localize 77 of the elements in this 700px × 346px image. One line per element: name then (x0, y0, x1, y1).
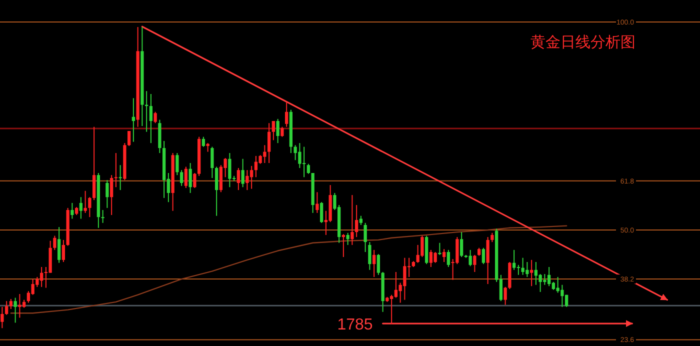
candlestick (390, 294, 394, 324)
candlestick (106, 180, 109, 208)
candlestick (127, 130, 131, 146)
candlestick (486, 236, 490, 285)
candlestick (372, 249, 376, 278)
candlestick (442, 248, 446, 262)
candlestick (354, 204, 358, 238)
candlestick (280, 126, 284, 138)
candlestick (368, 242, 372, 270)
candlestick (132, 98, 136, 142)
candlestick (110, 174, 114, 216)
candlestick (254, 155, 258, 178)
candlestick (154, 111, 157, 124)
candlestick (14, 297, 17, 324)
candlestick (57, 226, 61, 264)
candlestick (284, 101, 288, 128)
candlestick (534, 261, 538, 286)
candlestick (184, 166, 188, 188)
candlestick (118, 164, 122, 191)
candlestick (490, 232, 494, 243)
candlestick (364, 222, 367, 253)
candlestick (53, 235, 56, 250)
candlestick (359, 215, 363, 226)
candlestick (214, 166, 218, 216)
candlestick (482, 247, 486, 265)
candlestick (193, 172, 196, 188)
candlestick (246, 170, 249, 191)
candlestick (547, 266, 551, 287)
candlestick (446, 249, 450, 268)
annotation: 1785 (337, 316, 373, 334)
candlestick (241, 158, 244, 188)
candlestick (70, 202, 74, 220)
candlestick (210, 146, 214, 178)
candlestick (530, 259, 534, 287)
candlestick (180, 170, 184, 186)
candlestick (316, 192, 319, 214)
candlestick (342, 234, 346, 258)
candlestick (350, 194, 354, 246)
candlestick (236, 168, 240, 191)
candlestick (202, 136, 206, 148)
candlestick (40, 266, 44, 288)
candlestick (306, 163, 310, 174)
candlestick (101, 210, 104, 224)
text: 黄金日线分析图 (530, 34, 636, 51)
candlestick (88, 196, 92, 218)
candlestick (516, 264, 520, 276)
candlestick (176, 152, 179, 176)
candlestick (228, 152, 232, 188)
candlestick (92, 126, 96, 201)
candlestick (512, 249, 516, 270)
candlestick (376, 254, 380, 276)
candlestick (188, 162, 192, 194)
candlestick (429, 249, 433, 268)
candlestick (114, 152, 118, 188)
candlestick (276, 118, 280, 144)
candlestick (267, 122, 271, 164)
candlestick (84, 190, 87, 214)
candlestick (564, 294, 568, 308)
candlestick (320, 202, 324, 224)
line-series (10, 225, 568, 314)
candlestick (79, 196, 83, 220)
candlestick (62, 239, 66, 262)
candlestick (9, 298, 13, 310)
candlestick (18, 294, 22, 318)
candlestick (4, 300, 8, 316)
candlestick (394, 271, 398, 298)
candlestick (346, 232, 350, 246)
candlestick (468, 249, 472, 267)
candlestick (272, 120, 276, 141)
candlestick (149, 93, 153, 144)
candlestick (473, 254, 476, 272)
candlestick (250, 165, 254, 190)
candlestick (460, 232, 464, 258)
candlestick (434, 252, 437, 264)
candlestick (0, 306, 4, 329)
candlestick (504, 286, 507, 306)
candlestick (302, 146, 306, 178)
